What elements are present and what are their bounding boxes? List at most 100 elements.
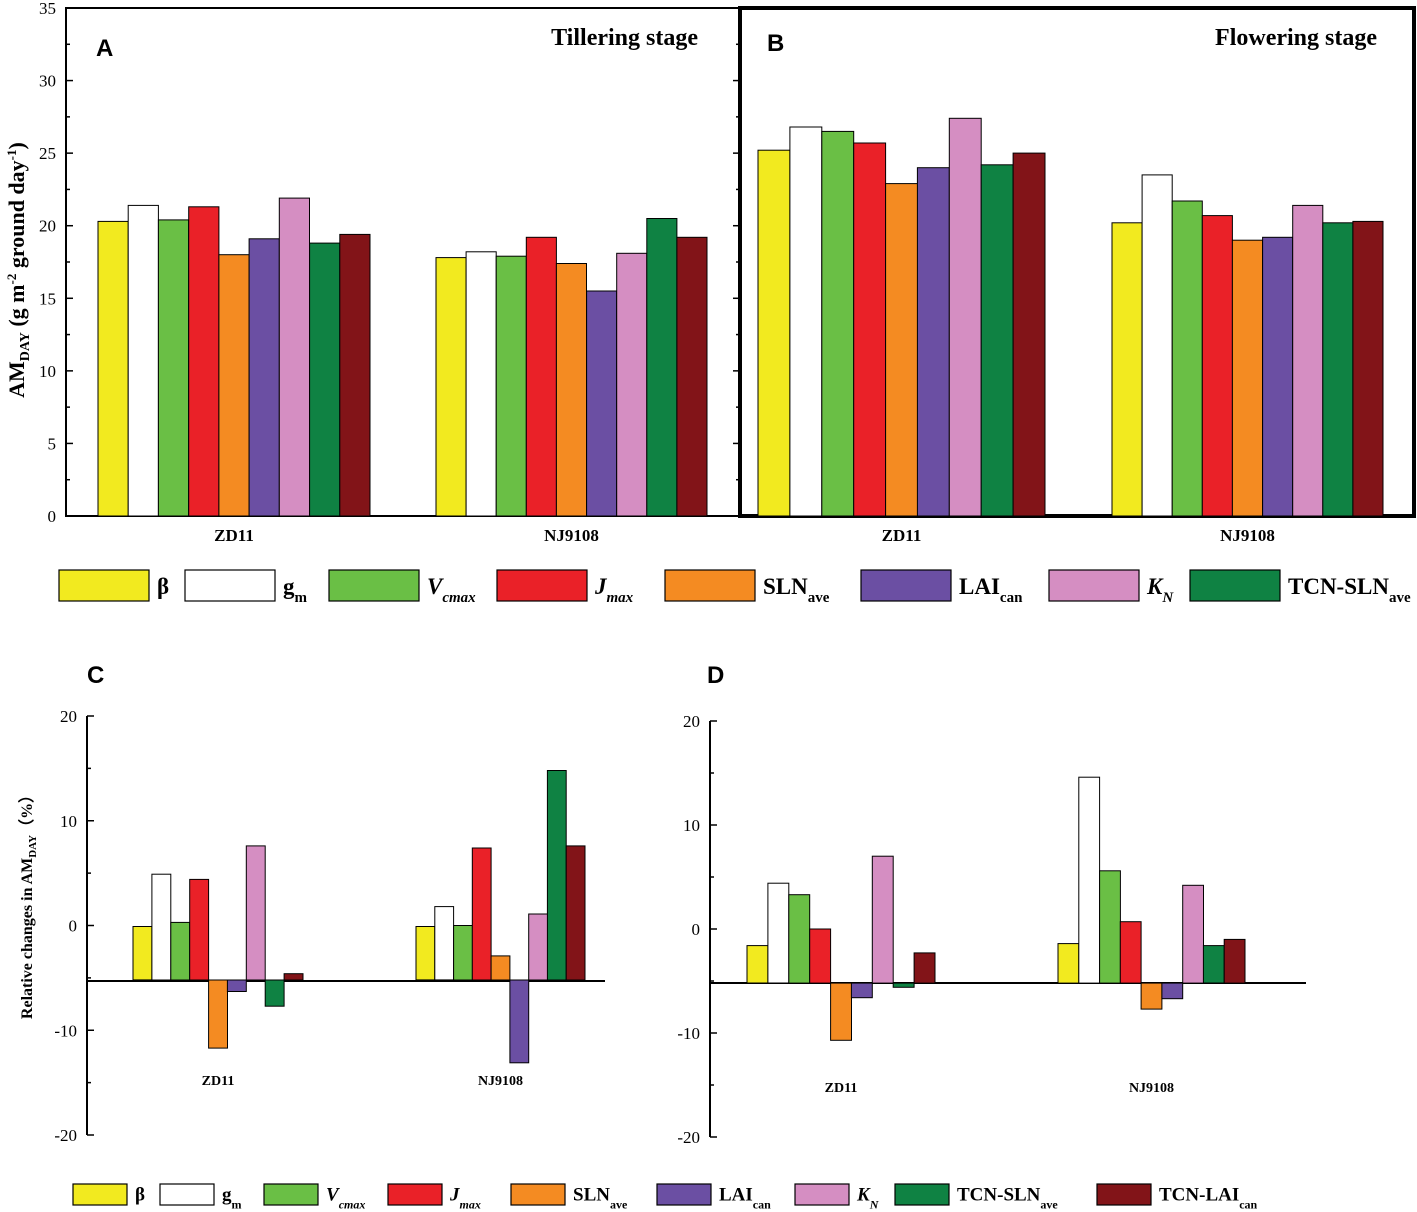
panel-d-bar-nj9108-vcmax	[1099, 870, 1121, 984]
panel-d-bar-nj9108-jmax	[1119, 921, 1142, 984]
panel-d-bar-zd11-tcn-slnave	[892, 982, 915, 988]
panel-a-bar-zd11-jmax	[188, 206, 220, 517]
legend-label-laican: LAIcan	[719, 1184, 771, 1211]
legend-label-tcn-slnave: TCN-SLNave	[1288, 574, 1411, 606]
panel-b-category-label: NJ9108	[1220, 526, 1275, 545]
panel-d-chart: -20 -10 0 10 20 ZD11 NJ9108	[677, 712, 1306, 1147]
panel-a-tick-label: 10	[39, 362, 56, 381]
panel-c-bar-zd11-beta	[132, 926, 153, 981]
panel-c-category-label: NJ9108	[478, 1074, 523, 1089]
panel-b-bar-nj9108-jmax	[1201, 215, 1233, 517]
legend-label-beta: β	[135, 1184, 145, 1205]
panel-b-bar-zd11-slnave	[885, 183, 918, 517]
panel-c-tick-label: -10	[54, 1021, 77, 1040]
legend-swatch-tcn-laican	[1096, 1183, 1152, 1206]
panel-c-bar-zd11-vcmax	[170, 921, 191, 981]
panel-b-bar-zd11-beta	[757, 149, 791, 517]
panel-d-tick-label: 20	[683, 712, 700, 731]
panel-a-tick-label: 25	[39, 144, 56, 163]
legend-bottom: β gm Vcmax Jmax SLNave LAIcan KN TCN-SLNave TCN-…	[72, 1183, 1258, 1211]
panel-a-bar-nj9108-jmax	[525, 236, 557, 517]
panel-c-bar-nj9108-kn	[528, 913, 549, 981]
panel-a-bar-nj9108-gm	[465, 251, 497, 517]
legend-swatch-gm	[159, 1183, 215, 1206]
panel-b-bar-zd11-tcn-laican	[1012, 152, 1046, 517]
y-axis-label-amday: AMDAY (g m-2 ground day-1)	[4, 142, 33, 398]
panel-b-category-label: ZD11	[882, 526, 922, 545]
legend-swatch-slnave	[510, 1183, 566, 1206]
panel-d-bar-nj9108-tcn-slnave	[1202, 945, 1225, 984]
panel-b-chart: ZD11 NJ9108	[733, 7, 1384, 545]
legend-label-jmax: Jmax	[449, 1184, 481, 1211]
legend-top: βgmVcmaxJmaxSLNaveLAIcanKNTCN-SLNaveTCN-…	[58, 569, 1411, 606]
y-axis-label-relative-changes: Relative changes in AMDAY（%）	[18, 787, 39, 1019]
panel-a-category-label: NJ9108	[544, 526, 599, 545]
panel-b-bar-nj9108-vcmax	[1171, 200, 1203, 517]
panel-d-bar-nj9108-gm	[1078, 776, 1101, 984]
panel-c-bar-nj9108-gm	[434, 906, 455, 981]
panel-a-bar-zd11-slnave	[218, 254, 250, 517]
legend-label-tcn-slnave: TCN-SLNave	[957, 1184, 1058, 1211]
legend-label-laican: LAIcan	[959, 574, 1023, 606]
legend-swatch-kn	[794, 1183, 850, 1206]
panel-c-bar-zd11-gm	[151, 873, 172, 981]
panel-b-bar-nj9108-kn	[1292, 204, 1324, 517]
panel-c-category-label: ZD11	[202, 1074, 235, 1089]
panel-a-chart: 0 5 10 15 20 25 30 35 ZD11 NJ9108	[39, 0, 708, 545]
panel-b-bar-nj9108-laican	[1262, 236, 1294, 517]
legend-swatch-laican	[860, 569, 952, 602]
panel-a-tick-label: 30	[39, 72, 56, 91]
panel-b-bar-zd11-vcmax	[821, 130, 855, 517]
title-tillering-stage: Tillering stage	[551, 25, 698, 51]
panel-b-bar-nj9108-beta	[1111, 222, 1143, 517]
legend-swatch-tcn-slnave	[894, 1183, 950, 1206]
panel-a-bar-zd11-tcn-slnave	[309, 242, 341, 517]
legend-label-vcmax: Vcmax	[427, 574, 476, 606]
panel-a-tick-label: 35	[39, 0, 56, 18]
panel-a-bar-nj9108-kn	[616, 252, 648, 517]
panel-c-bar-nj9108-slnave	[490, 955, 511, 981]
legend-swatch-slnave	[664, 569, 756, 602]
panel-b-bar-nj9108-gm	[1141, 174, 1173, 517]
legend-swatch-gm	[184, 569, 276, 602]
panel-d-bar-nj9108-slnave	[1140, 982, 1163, 1010]
panel-d-bar-zd11-vcmax	[788, 894, 811, 984]
panel-letter-b: B	[767, 30, 784, 57]
legend-label-jmax: Jmax	[594, 574, 634, 606]
panel-a-category-label: ZD11	[214, 526, 254, 545]
legend-label-beta: β	[157, 574, 169, 599]
legend-swatch-tcn-slnave	[1189, 569, 1281, 602]
panel-d-bar-nj9108-kn	[1182, 884, 1204, 984]
title-flowering-stage: Flowering stage	[1215, 25, 1377, 51]
legend-label-gm: gm	[222, 1184, 242, 1211]
panel-a-bar-zd11-beta	[97, 220, 129, 517]
panel-d-tick-label: -20	[677, 1128, 700, 1147]
panel-d-tick-label: -10	[677, 1024, 700, 1043]
panel-a-tick-label: 0	[48, 507, 57, 526]
panel-a-bar-zd11-vcmax	[157, 219, 190, 517]
panel-c-bar-nj9108-tcn-slnave	[546, 770, 567, 981]
panel-b-bar-zd11-kn	[948, 117, 982, 517]
panel-c-tick-label: 20	[60, 707, 77, 726]
panel-letter-d: D	[707, 662, 724, 689]
panel-b-bar-nj9108-tcn-slnave	[1322, 222, 1354, 517]
panel-b-bar-nj9108-slnave	[1231, 239, 1264, 517]
panel-a-bar-zd11-gm	[127, 204, 159, 517]
panel-c-bar-nj9108-vcmax	[453, 925, 473, 981]
panel-d-bar-zd11-slnave	[830, 982, 852, 1041]
panel-d-bar-zd11-jmax	[809, 928, 832, 984]
panel-a-bar-nj9108-slnave	[555, 263, 588, 517]
panel-c-bar-zd11-jmax	[189, 878, 210, 981]
panel-letter-c: C	[87, 662, 104, 689]
panel-a-tick-label: 20	[39, 217, 56, 236]
legend-label-kn: KN	[1146, 574, 1174, 606]
panel-d-bar-nj9108-laican	[1161, 982, 1184, 1000]
panel-b-bar-nj9108-tcn-laican	[1352, 220, 1384, 517]
panel-b-bar-zd11-tcn-slnave	[980, 164, 1014, 517]
panel-a-tick-label: 5	[48, 434, 57, 453]
panel-d-tick-label: 0	[692, 920, 701, 939]
panel-c-bar-nj9108-laican	[509, 979, 530, 1064]
panel-a-bar-zd11-kn	[278, 197, 310, 517]
legend-swatch-beta	[72, 1183, 128, 1206]
panel-c-chart: -20 -10 0 10 20 ZD11 NJ9108	[54, 707, 605, 1145]
